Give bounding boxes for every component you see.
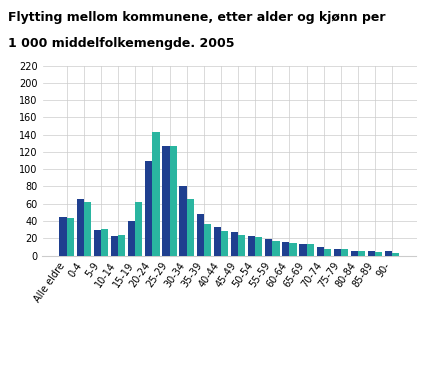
Bar [135,202,142,256]
Bar [265,239,272,256]
Bar [145,161,153,255]
Bar [300,244,306,255]
Bar [282,242,289,256]
Bar [248,236,255,256]
Bar [84,202,91,256]
Bar [76,199,84,256]
Bar [272,241,280,255]
Bar [392,253,400,256]
Bar [317,247,324,255]
Bar [94,230,101,256]
Bar [324,249,331,256]
Bar [162,146,170,255]
Bar [204,224,211,256]
Bar [358,251,365,255]
Bar [67,218,74,255]
Bar [187,199,194,256]
Bar [289,243,297,256]
Bar [60,217,67,256]
Text: Flytting mellom kommunene, etter alder og kjønn per: Flytting mellom kommunene, etter alder o… [8,11,386,24]
Bar [170,146,177,255]
Bar [385,251,392,255]
Bar [341,249,348,255]
Bar [118,235,125,255]
Bar [221,231,228,255]
Bar [334,249,341,255]
Bar [255,237,262,255]
Bar [306,244,314,255]
Bar [214,227,221,256]
Bar [128,221,135,255]
Bar [101,229,108,255]
Bar [368,251,375,255]
Bar [351,251,358,255]
Bar [179,187,187,256]
Text: 1 000 middelfolkemengde. 2005: 1 000 middelfolkemengde. 2005 [8,36,235,50]
Bar [231,232,238,256]
Bar [197,214,204,256]
Bar [153,132,159,256]
Bar [375,252,382,255]
Bar [238,235,245,255]
Bar [111,236,118,256]
